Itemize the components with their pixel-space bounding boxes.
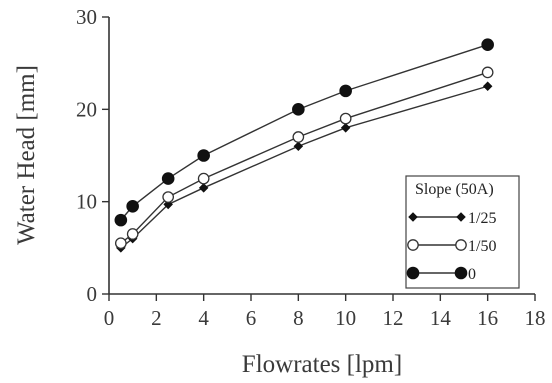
data-point [339, 84, 352, 98]
data-point [481, 66, 494, 79]
series-1 [114, 66, 494, 250]
y-tick-label: 10 [76, 190, 97, 214]
data-point [340, 123, 351, 133]
y-tick-label: 30 [76, 5, 97, 29]
x-ticks: 0 2 4 6 8 10 12 14 16 18 [104, 294, 546, 330]
data-point [292, 131, 305, 143]
data-point [114, 213, 128, 227]
legend-marker [456, 212, 466, 222]
legend-marker [407, 239, 419, 251]
data-point [197, 149, 210, 162]
x-tick-label: 10 [335, 306, 356, 330]
data-point [114, 237, 127, 250]
x-tick-label: 4 [198, 306, 209, 330]
x-tick-label: 8 [293, 306, 304, 330]
legend-label: 1/25 [468, 210, 496, 227]
y-ticks: 0 10 20 30 [76, 5, 109, 306]
data-point [198, 183, 209, 193]
x-tick-label: 6 [246, 306, 257, 330]
legend-items: 1/25 1/50 0 [406, 210, 496, 283]
x-tick-label: 14 [430, 306, 452, 330]
data-point [293, 141, 304, 152]
series-layer [114, 38, 494, 253]
data-point [292, 103, 305, 116]
data-point [126, 199, 139, 213]
legend: Slope (50A) 1/25 1/50 0 [405, 175, 520, 289]
x-tick-label: 0 [104, 306, 115, 330]
legend-label: 0 [468, 266, 476, 283]
y-tick-label: 20 [76, 97, 97, 121]
legend-label: 1/50 [468, 238, 496, 255]
legend-marker [455, 239, 467, 251]
legend-marker [406, 266, 420, 280]
data-point [161, 172, 175, 185]
x-tick-label: 12 [383, 306, 404, 330]
data-point [481, 38, 494, 52]
data-point [482, 81, 493, 92]
data-point [162, 191, 175, 203]
x-tick-label: 2 [151, 306, 162, 330]
y-axis-title: Water Head [mm] [13, 65, 40, 245]
data-point [197, 172, 210, 185]
series-2 [114, 38, 494, 227]
data-point [339, 112, 352, 125]
data-point [126, 228, 139, 240]
x-tick-label: 16 [477, 306, 498, 330]
legend-marker [408, 212, 418, 222]
y-tick-label: 0 [87, 282, 98, 306]
x-tick-label: 18 [525, 306, 546, 330]
legend-title: Slope (50A) [415, 181, 494, 198]
plot-frame [108, 17, 535, 295]
x-axis-title: Flowrates [lpm] [242, 351, 402, 378]
legend-marker [454, 266, 468, 280]
